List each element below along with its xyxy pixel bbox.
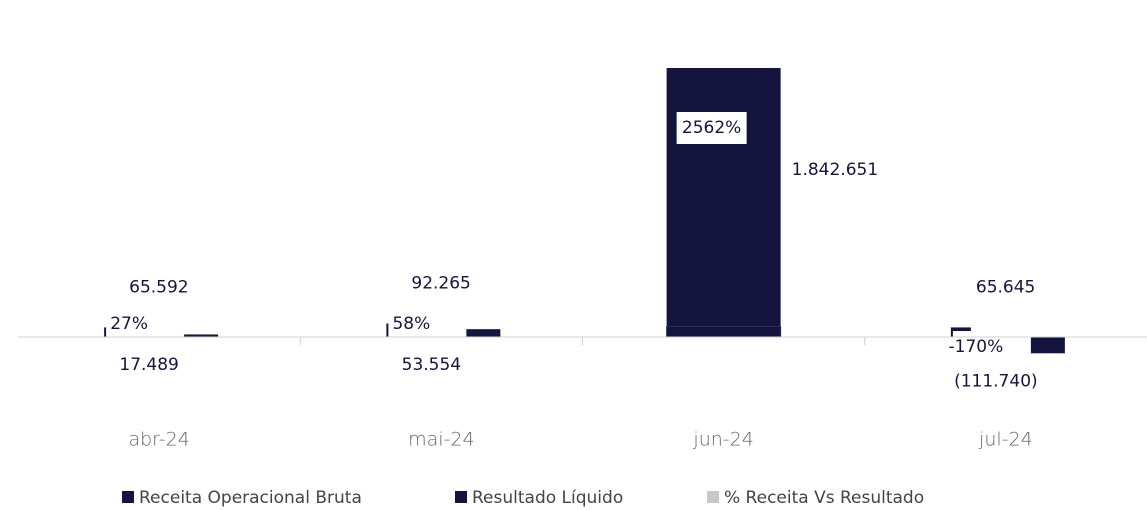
data-label: 92.265 [411, 274, 470, 294]
percent-label-box [388, 308, 435, 340]
percent-label-box [106, 308, 153, 340]
legend-label: Receita Operacional Bruta [139, 488, 362, 508]
percent-label-box [676, 112, 747, 144]
data-label: 65.592 [129, 277, 188, 297]
percent-label: -170% [949, 337, 1004, 357]
percent-label: 2562% [682, 118, 741, 138]
data-label: 1.842.651 [792, 160, 879, 180]
data-label: (111.740) [954, 371, 1038, 391]
percent-label-box [952, 331, 999, 363]
legend-swatch [122, 491, 134, 503]
legend-label: % Receita Vs Resultado [724, 488, 924, 508]
x-tick-label: jul-24 [978, 429, 1033, 451]
legend-swatch [707, 491, 719, 503]
x-tick-label: jun-24 [692, 429, 753, 451]
bar [666, 67, 781, 337]
bar [466, 329, 501, 337]
bar [184, 334, 219, 337]
x-tick-label: mai-24 [408, 429, 474, 451]
percent-label: 58% [392, 314, 430, 334]
legend-label: Resultado Líquido [472, 488, 623, 508]
data-label: 17.489 [119, 355, 178, 375]
x-tick-label: abr-24 [128, 429, 189, 451]
percent-label: 27% [110, 314, 148, 334]
data-label: 65.645 [976, 277, 1035, 297]
legend-swatch [455, 491, 467, 503]
bar [1030, 337, 1065, 354]
bar [666, 325, 782, 338]
data-label: 53.554 [402, 355, 461, 375]
